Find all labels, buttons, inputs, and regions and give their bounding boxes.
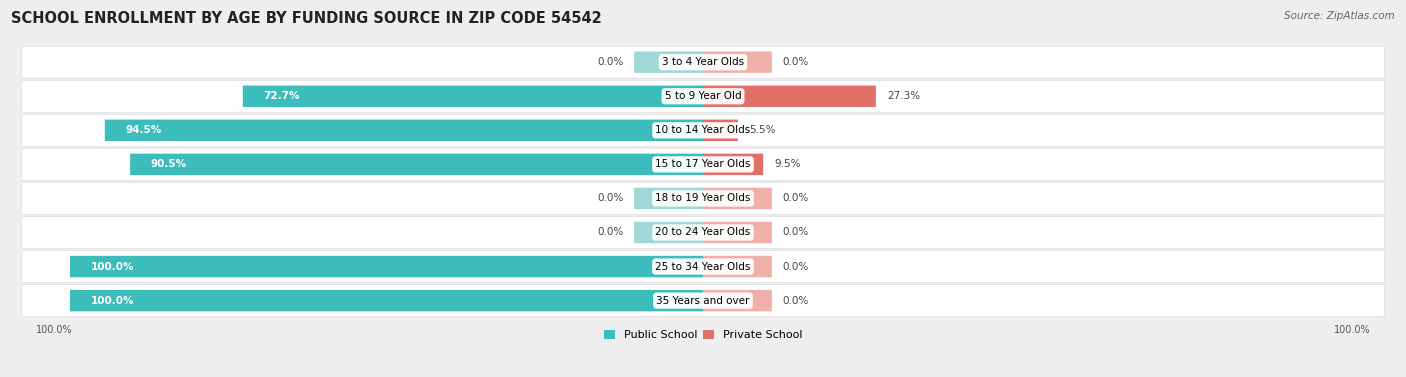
Text: 5.5%: 5.5% [749, 125, 775, 135]
FancyBboxPatch shape [243, 86, 703, 107]
Text: 0.0%: 0.0% [783, 262, 808, 271]
Text: 100.0%: 100.0% [35, 325, 72, 334]
Text: 15 to 17 Year Olds: 15 to 17 Year Olds [655, 159, 751, 169]
FancyBboxPatch shape [703, 256, 772, 277]
Legend: Public School, Private School: Public School, Private School [599, 326, 807, 345]
FancyBboxPatch shape [21, 182, 1385, 215]
Text: 0.0%: 0.0% [783, 227, 808, 238]
Text: 27.3%: 27.3% [887, 91, 920, 101]
Text: 0.0%: 0.0% [598, 57, 623, 67]
Text: 90.5%: 90.5% [150, 159, 187, 169]
FancyBboxPatch shape [21, 216, 1385, 248]
Text: 18 to 19 Year Olds: 18 to 19 Year Olds [655, 193, 751, 204]
FancyBboxPatch shape [21, 251, 1385, 282]
FancyBboxPatch shape [703, 290, 772, 311]
Text: 94.5%: 94.5% [125, 125, 162, 135]
FancyBboxPatch shape [703, 52, 772, 73]
Text: SCHOOL ENROLLMENT BY AGE BY FUNDING SOURCE IN ZIP CODE 54542: SCHOOL ENROLLMENT BY AGE BY FUNDING SOUR… [11, 11, 602, 26]
FancyBboxPatch shape [634, 188, 703, 209]
Text: 0.0%: 0.0% [783, 57, 808, 67]
FancyBboxPatch shape [21, 149, 1385, 180]
FancyBboxPatch shape [21, 285, 1385, 317]
Text: 25 to 34 Year Olds: 25 to 34 Year Olds [655, 262, 751, 271]
FancyBboxPatch shape [703, 222, 772, 243]
Text: 100.0%: 100.0% [90, 262, 134, 271]
Text: 100.0%: 100.0% [90, 296, 134, 306]
Text: 0.0%: 0.0% [598, 227, 623, 238]
Text: 72.7%: 72.7% [263, 91, 299, 101]
FancyBboxPatch shape [703, 120, 738, 141]
FancyBboxPatch shape [634, 222, 703, 243]
FancyBboxPatch shape [131, 154, 703, 175]
FancyBboxPatch shape [70, 256, 703, 277]
FancyBboxPatch shape [703, 86, 876, 107]
FancyBboxPatch shape [21, 46, 1385, 78]
FancyBboxPatch shape [21, 80, 1385, 112]
FancyBboxPatch shape [105, 120, 703, 141]
Text: 10 to 14 Year Olds: 10 to 14 Year Olds [655, 125, 751, 135]
Text: 100.0%: 100.0% [1334, 325, 1371, 334]
Text: Source: ZipAtlas.com: Source: ZipAtlas.com [1284, 11, 1395, 21]
Text: 35 Years and over: 35 Years and over [657, 296, 749, 306]
Text: 0.0%: 0.0% [783, 296, 808, 306]
Text: 5 to 9 Year Old: 5 to 9 Year Old [665, 91, 741, 101]
FancyBboxPatch shape [70, 290, 703, 311]
FancyBboxPatch shape [21, 114, 1385, 146]
FancyBboxPatch shape [703, 188, 772, 209]
Text: 3 to 4 Year Olds: 3 to 4 Year Olds [662, 57, 744, 67]
Text: 9.5%: 9.5% [775, 159, 800, 169]
FancyBboxPatch shape [703, 154, 763, 175]
FancyBboxPatch shape [634, 52, 703, 73]
Text: 20 to 24 Year Olds: 20 to 24 Year Olds [655, 227, 751, 238]
Text: 0.0%: 0.0% [598, 193, 623, 204]
Text: 0.0%: 0.0% [783, 193, 808, 204]
